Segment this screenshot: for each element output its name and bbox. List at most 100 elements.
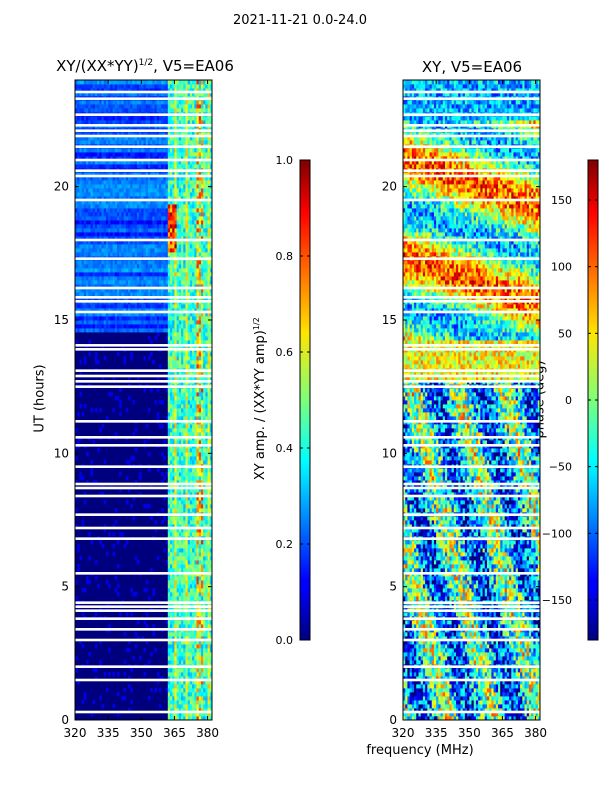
- left-colorbar: [299, 159, 311, 641]
- flagged-time-row: [403, 486, 540, 490]
- flagged-time-row: [403, 296, 540, 299]
- flagged-time-row: [403, 420, 540, 423]
- right-y-tick-label: 10: [382, 446, 397, 460]
- flagged-time-row: [403, 169, 540, 172]
- flagged-time-row: [75, 572, 212, 575]
- flagged-time-row: [75, 617, 212, 620]
- flagged-time-row: [403, 444, 540, 447]
- flagged-time-row: [403, 286, 540, 290]
- flagged-time-row: [403, 238, 540, 242]
- left-x-tick-label: 335: [97, 726, 120, 740]
- flagged-time-row: [403, 482, 540, 486]
- left-y-tick-label: 10: [54, 446, 69, 460]
- flagged-time-row: [75, 296, 212, 299]
- flagged-time-row: [75, 113, 212, 116]
- flagged-time-row: [75, 444, 212, 447]
- right-y-tick-label: 20: [382, 180, 397, 194]
- right-x-tick-label: 350: [458, 726, 481, 740]
- left-panel-title: XY/(XX*YY)1/2, V5=EA06: [40, 57, 250, 75]
- left-heatmap-panel: [75, 80, 212, 720]
- flagged-time-row: [75, 513, 212, 516]
- flagged-time-row: [403, 436, 540, 439]
- right-frame: [402, 79, 541, 721]
- flagged-time-row: [75, 134, 212, 138]
- flagged-time-row: [75, 601, 212, 604]
- right-axes: 320 335 350 365 380 0 5 10 15 20: [382, 79, 547, 740]
- flagged-time-row: [403, 348, 540, 351]
- flagged-time-row: [403, 710, 540, 714]
- flagged-time-row: [75, 638, 212, 642]
- flagged-time-row: [75, 169, 212, 172]
- left-x-tick-label: 320: [64, 726, 87, 740]
- flagged-time-row: [403, 678, 540, 682]
- flagged-time-row: [75, 482, 212, 486]
- flagged-time-row: [403, 609, 540, 612]
- right-y-tick-label: 5: [389, 580, 397, 594]
- left-colorbar-tick-label: 0.4: [276, 442, 294, 455]
- left-colorbar-tick-label: 0.2: [276, 538, 294, 551]
- flagged-time-row: [75, 300, 212, 303]
- right-colorbar-ticks: 150 100 50 0 −50 −100 −150: [542, 194, 598, 607]
- flagged-time-row: [403, 494, 540, 498]
- flagged-time-row: [403, 638, 540, 642]
- left-colorbar-tick-label: 0.6: [276, 346, 294, 359]
- flagged-time-row: [403, 369, 540, 372]
- flagged-time-row: [403, 97, 540, 100]
- flagged-time-row: [403, 344, 540, 347]
- flagged-time-row: [75, 420, 212, 423]
- right-colorbar-tick-label: −50: [549, 461, 572, 474]
- right-colorbar-tick-label: −100: [542, 527, 572, 540]
- flagged-time-row: [75, 145, 212, 148]
- flagged-time-row: [403, 605, 540, 608]
- flagged-time-row: [75, 198, 212, 202]
- flagged-time-row: [75, 385, 212, 388]
- left-x-tick-label: 380: [196, 726, 219, 740]
- flagged-time-row: [75, 494, 212, 498]
- flagged-time-row: [75, 238, 212, 242]
- figure-suptitle: 2021-11-21 0.0-24.0: [233, 13, 367, 28]
- flagged-time-row: [75, 310, 212, 314]
- flagged-time-row: [403, 628, 540, 631]
- flagged-time-row: [75, 257, 212, 260]
- flagged-time-row: [403, 601, 540, 604]
- flagged-time-row: [75, 465, 212, 468]
- flagged-time-row: [75, 174, 212, 178]
- flagged-time-row: [75, 486, 212, 490]
- left-y-tick-label: 15: [54, 313, 69, 327]
- flagged-time-row: [403, 257, 540, 260]
- flagged-time-row: [75, 124, 212, 127]
- flagged-time-row: [75, 374, 212, 378]
- left-y-tick-label: 20: [54, 180, 69, 194]
- left-colorbar-ticks: 0.0 0.2 0.4 0.6 0.8 1.0: [276, 154, 310, 647]
- flagged-time-row: [403, 134, 540, 138]
- flagged-time-row: [403, 129, 540, 132]
- right-x-tick-label: 320: [392, 726, 415, 740]
- left-colorbar-tick-label: 1.0: [276, 154, 294, 167]
- left-frame: [74, 79, 213, 721]
- flagged-time-row: [75, 129, 212, 132]
- flagged-time-row: [403, 158, 540, 162]
- flagged-time-row: [403, 90, 540, 94]
- flagged-time-row: [403, 374, 540, 378]
- flagged-time-row: [403, 198, 540, 202]
- flagged-time-row: [75, 369, 212, 372]
- right-y-tick-label: 15: [382, 313, 397, 327]
- left-y-tick-label: 0: [61, 713, 69, 727]
- flagged-time-row: [75, 605, 212, 608]
- flagged-time-row: [75, 90, 212, 94]
- left-x-tick-label: 365: [163, 726, 186, 740]
- flagged-time-row: [403, 124, 540, 127]
- left-x-tick-label: 350: [130, 726, 153, 740]
- right-colorbar-tick-label: 150: [551, 194, 572, 207]
- flagged-time-row: [403, 174, 540, 178]
- right-colorbar-tick-label: 50: [558, 327, 572, 340]
- flagged-time-row: [403, 665, 540, 668]
- left-colorbar-tick-label: 0.0: [276, 634, 294, 647]
- flagged-time-row: [75, 526, 212, 530]
- flagged-time-row: [403, 380, 540, 383]
- left-title-main: XY/(XX*YY): [56, 57, 139, 75]
- flagged-time-row: [75, 436, 212, 439]
- flagged-time-row: [403, 617, 540, 620]
- right-heatmap-panel: [403, 80, 540, 720]
